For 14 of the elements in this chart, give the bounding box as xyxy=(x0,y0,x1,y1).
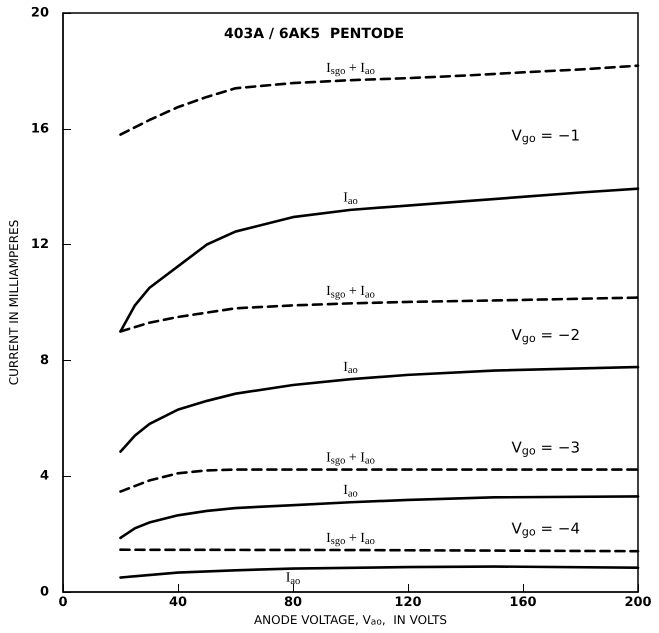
x-tick-label: 160 xyxy=(509,595,537,610)
y-tick-label: 12 xyxy=(30,237,49,252)
y-tick-label: 0 xyxy=(40,584,49,600)
y-tick-label: 20 xyxy=(30,6,49,20)
x-tick-label: 120 xyxy=(394,595,422,610)
x-tick-label: 0 xyxy=(58,595,68,610)
y-tick-label: 8 xyxy=(40,352,49,368)
y-axis-title: CURRENT IN MILLIAMPERES xyxy=(7,220,21,386)
y-tick-label: 4 xyxy=(40,468,49,484)
text: 403A / 6AK5 PENTODE xyxy=(224,26,404,42)
x-tick-label: 200 xyxy=(624,595,652,610)
x-tick-label: 40 xyxy=(168,595,188,610)
y-tick-label: 16 xyxy=(30,121,49,136)
x-tick-label: 80 xyxy=(284,595,302,610)
